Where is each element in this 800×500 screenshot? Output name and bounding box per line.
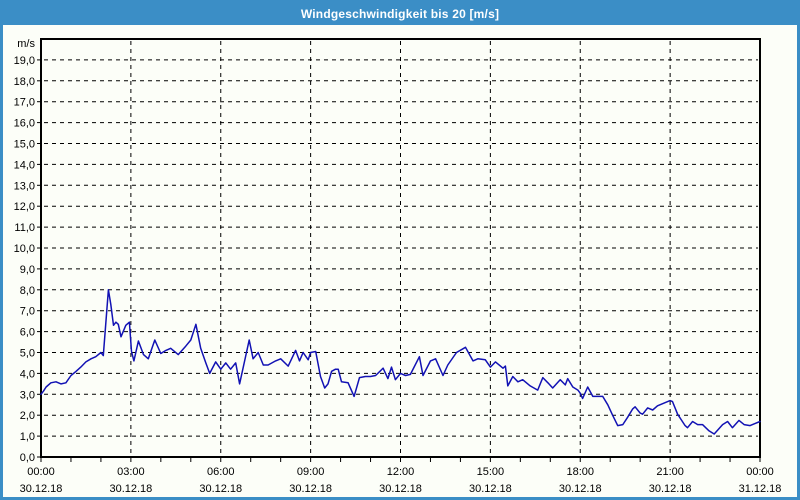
y-tick-label: 6,0 xyxy=(20,327,35,339)
y-tick-label: 18,0 xyxy=(14,76,35,88)
y-tick-label: 0,0 xyxy=(20,452,35,464)
y-tick-label: 8,0 xyxy=(20,285,35,297)
y-tick-label: 9,0 xyxy=(20,264,35,276)
wind-speed-line-chart: 0,0 1,0 2,0 3,0 4,0 5,0 6,0 7,0 8,0 9,0 10,0 11,0 12… xyxy=(14,38,782,495)
x-tick-time-label: 09:00 xyxy=(297,466,325,478)
x-tick-time-label: 12:00 xyxy=(387,466,415,478)
wind-speed-series-line xyxy=(40,289,761,435)
x-tick-date-label: 30.12.18 xyxy=(559,483,602,495)
y-tick-label: 15,0 xyxy=(14,139,35,151)
plot-border xyxy=(40,38,761,458)
y-tick-label: 10,0 xyxy=(14,243,35,255)
y-tick-label: 17,0 xyxy=(14,97,35,109)
x-tick-time-label: 15:00 xyxy=(477,466,505,478)
x-tick-date-label: 30.12.18 xyxy=(379,483,422,495)
y-tick-label: 13,0 xyxy=(14,180,35,192)
x-tick-date-label: 30.12.18 xyxy=(109,483,152,495)
y-tick-label: 3,0 xyxy=(20,389,35,401)
y-tick-label: 2,0 xyxy=(20,410,35,422)
y-tick-label: 12,0 xyxy=(14,201,35,213)
x-tick-date-label: 30.12.18 xyxy=(649,483,692,495)
x-tick-time-label: 21:00 xyxy=(656,466,684,478)
y-tick-label: 5,0 xyxy=(20,348,35,360)
x-tick-time-label: 18:00 xyxy=(566,466,594,478)
x-tick-time-label: 00:00 xyxy=(746,466,774,478)
x-tick-date-label: 30.12.18 xyxy=(469,483,512,495)
y-tick-label: 1,0 xyxy=(20,431,35,443)
chart-title-bar: Windgeschwindigkeit bis 20 [m/s] xyxy=(3,3,797,25)
x-tick-time-label: 06:00 xyxy=(207,466,235,478)
chart-title: Windgeschwindigkeit bis 20 [m/s] xyxy=(300,7,500,21)
x-tick-date-label: 30.12.18 xyxy=(199,483,242,495)
y-tick-label: 14,0 xyxy=(14,159,35,171)
y-tick-label: 7,0 xyxy=(20,306,35,318)
y-tick-label: 19,0 xyxy=(14,55,35,67)
y-axis-unit-label: m/s xyxy=(17,38,35,50)
y-tick-label: 16,0 xyxy=(14,118,35,130)
y-tick-label: 11,0 xyxy=(14,222,35,234)
y-tick-label: 4,0 xyxy=(20,368,35,380)
x-tick-time-label: 00:00 xyxy=(27,466,55,478)
x-tick-date-label: 31.12.18 xyxy=(739,483,782,495)
x-tick-date-label: 30.12.18 xyxy=(289,483,332,495)
x-tick-date-label: 30.12.18 xyxy=(20,483,63,495)
x-tick-time-label: 03:00 xyxy=(117,466,145,478)
